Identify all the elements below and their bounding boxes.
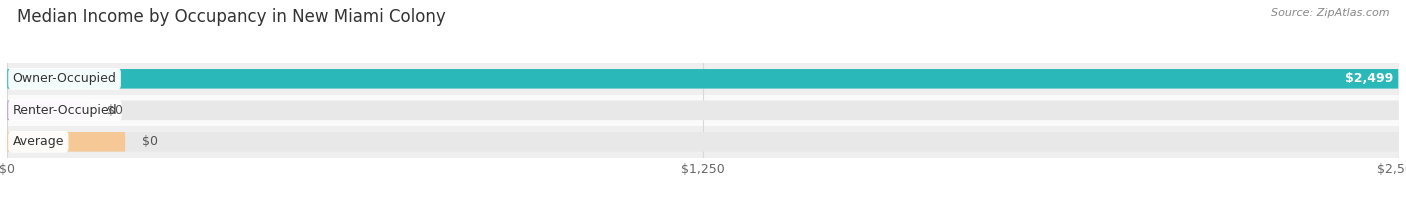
Text: $0: $0	[107, 104, 124, 117]
FancyBboxPatch shape	[7, 132, 1399, 152]
Bar	[7, 95, 1399, 126]
Text: $2,499: $2,499	[1344, 72, 1393, 85]
FancyBboxPatch shape	[7, 100, 90, 120]
Text: $0: $0	[142, 135, 157, 148]
Text: Renter-Occupied: Renter-Occupied	[13, 104, 117, 117]
Bar	[7, 63, 1399, 95]
Bar	[7, 126, 1399, 158]
Text: Average: Average	[13, 135, 65, 148]
Text: Median Income by Occupancy in New Miami Colony: Median Income by Occupancy in New Miami …	[17, 8, 446, 26]
FancyBboxPatch shape	[7, 100, 1399, 120]
FancyBboxPatch shape	[7, 132, 125, 152]
Text: Source: ZipAtlas.com: Source: ZipAtlas.com	[1271, 8, 1389, 18]
FancyBboxPatch shape	[7, 69, 1398, 89]
Text: Owner-Occupied: Owner-Occupied	[13, 72, 117, 85]
FancyBboxPatch shape	[7, 69, 1399, 89]
